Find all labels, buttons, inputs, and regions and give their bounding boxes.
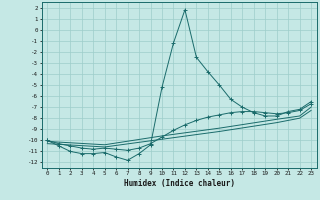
X-axis label: Humidex (Indice chaleur): Humidex (Indice chaleur) (124, 179, 235, 188)
